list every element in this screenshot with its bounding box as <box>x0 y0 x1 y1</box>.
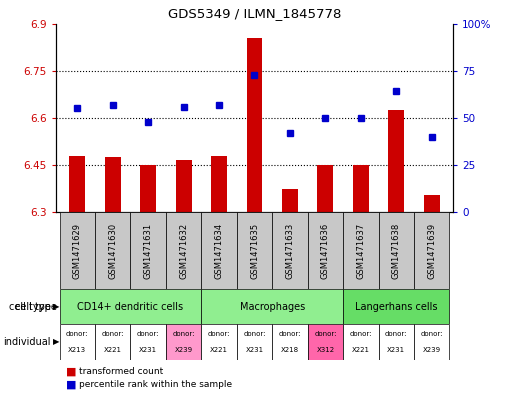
Text: ▶: ▶ <box>53 302 60 311</box>
Bar <box>272 324 307 360</box>
Text: donor:: donor: <box>137 331 159 337</box>
Bar <box>272 212 307 289</box>
Text: GSM1471635: GSM1471635 <box>250 222 259 279</box>
Text: X231: X231 <box>139 347 157 353</box>
Bar <box>379 324 414 360</box>
Text: GSM1471629: GSM1471629 <box>73 222 82 279</box>
Bar <box>140 165 156 212</box>
Text: donor:: donor: <box>173 331 195 337</box>
Bar <box>60 324 95 360</box>
Bar <box>424 195 440 212</box>
Text: Langerhans cells: Langerhans cells <box>355 301 438 312</box>
Text: GSM1471632: GSM1471632 <box>179 222 188 279</box>
Text: GSM1471634: GSM1471634 <box>215 222 223 279</box>
Title: GDS5349 / ILMN_1845778: GDS5349 / ILMN_1845778 <box>168 7 341 20</box>
Bar <box>95 212 130 289</box>
Text: GSM1471638: GSM1471638 <box>392 222 401 279</box>
Bar <box>166 324 202 360</box>
Text: X221: X221 <box>352 347 370 353</box>
Text: CD14+ dendritic cells: CD14+ dendritic cells <box>77 301 183 312</box>
Bar <box>130 212 166 289</box>
Bar <box>343 324 379 360</box>
Text: ■: ■ <box>66 366 77 376</box>
Text: GSM1471636: GSM1471636 <box>321 222 330 279</box>
Text: X218: X218 <box>281 347 299 353</box>
Text: X239: X239 <box>422 347 441 353</box>
Text: percentile rank within the sample: percentile rank within the sample <box>79 380 232 389</box>
Text: GSM1471633: GSM1471633 <box>286 222 294 279</box>
Bar <box>388 110 404 212</box>
Bar <box>202 212 237 289</box>
Text: GSM1471630: GSM1471630 <box>108 222 117 279</box>
Bar <box>414 212 449 289</box>
Bar <box>69 156 85 212</box>
Text: donor:: donor: <box>385 331 408 337</box>
Bar <box>282 189 298 212</box>
Text: donor:: donor: <box>101 331 124 337</box>
Bar <box>343 212 379 289</box>
Bar <box>343 289 449 324</box>
Text: X231: X231 <box>245 347 264 353</box>
Text: X221: X221 <box>104 347 122 353</box>
Text: individual: individual <box>4 337 51 347</box>
Bar <box>414 324 449 360</box>
Bar <box>318 165 333 212</box>
Bar <box>246 38 263 212</box>
Text: X231: X231 <box>387 347 405 353</box>
Bar <box>202 289 343 324</box>
Text: transformed count: transformed count <box>79 367 163 376</box>
Text: donor:: donor: <box>350 331 372 337</box>
Text: donor:: donor: <box>208 331 230 337</box>
Bar <box>379 212 414 289</box>
Bar <box>176 160 191 212</box>
Text: X221: X221 <box>210 347 228 353</box>
Text: Macrophages: Macrophages <box>240 301 305 312</box>
Text: GSM1471639: GSM1471639 <box>427 222 436 279</box>
Bar <box>307 324 343 360</box>
Text: GSM1471637: GSM1471637 <box>356 222 365 279</box>
Text: donor:: donor: <box>314 331 336 337</box>
Bar <box>166 212 202 289</box>
Text: cell type: cell type <box>15 301 56 312</box>
Bar <box>130 324 166 360</box>
Bar <box>202 324 237 360</box>
Text: donor:: donor: <box>420 331 443 337</box>
Bar <box>307 212 343 289</box>
Bar <box>237 212 272 289</box>
Text: X312: X312 <box>316 347 334 353</box>
Bar <box>211 156 227 212</box>
Bar <box>60 289 202 324</box>
Text: cell type: cell type <box>9 301 51 312</box>
Text: donor:: donor: <box>243 331 266 337</box>
Bar <box>60 212 95 289</box>
Bar <box>353 165 369 212</box>
Text: donor:: donor: <box>66 331 89 337</box>
Bar <box>95 324 130 360</box>
Text: GSM1471631: GSM1471631 <box>144 222 153 279</box>
Text: X239: X239 <box>175 347 193 353</box>
Text: ■: ■ <box>66 379 77 389</box>
Text: donor:: donor: <box>279 331 301 337</box>
Text: X213: X213 <box>68 347 87 353</box>
Bar <box>105 157 121 212</box>
Bar <box>237 324 272 360</box>
Text: ▶: ▶ <box>53 338 60 346</box>
